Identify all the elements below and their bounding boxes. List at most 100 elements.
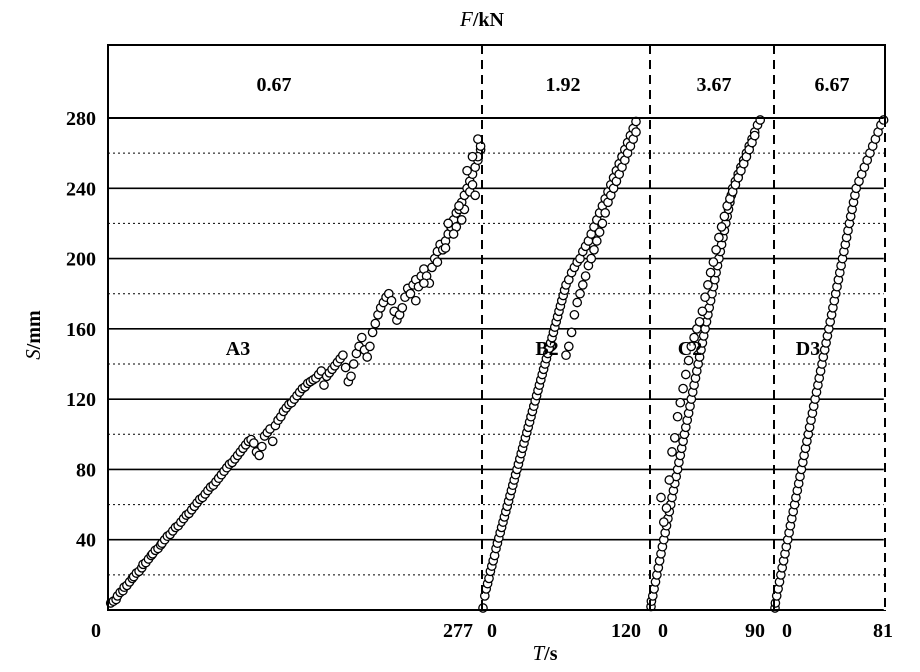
data-point-c2 xyxy=(661,503,672,513)
data-point-a3 xyxy=(454,201,464,211)
x-axis-title: T/s xyxy=(532,641,557,665)
data-point-a3 xyxy=(419,278,429,289)
data-point-a3 xyxy=(362,352,373,362)
data-point-a3 xyxy=(456,215,467,225)
data-point-a3 xyxy=(257,441,267,452)
data-point-c2 xyxy=(664,475,675,485)
data-point-c2 xyxy=(675,397,686,408)
data-point-c2 xyxy=(658,517,669,527)
data-point-a3 xyxy=(467,151,478,162)
data-point-c2 xyxy=(683,355,694,366)
data-point-c2 xyxy=(672,411,683,422)
labels: 40 80 120 160 200 240 280 0.67 A3 1.92 B2 3.67 C2 6.6… xyxy=(66,74,893,642)
data-point-c2 xyxy=(697,306,708,317)
force-value: 6.67 xyxy=(815,74,850,96)
series-label: C2 xyxy=(678,338,702,360)
data-point-c2 xyxy=(678,383,688,394)
data-point-c2 xyxy=(686,341,697,352)
data-point-c2 xyxy=(711,244,721,255)
data-point-c2 xyxy=(719,211,730,222)
data-point-c2 xyxy=(749,130,760,141)
series-label: A3 xyxy=(226,338,250,360)
y-tick-label: 240 xyxy=(66,178,96,200)
data-point-b2 xyxy=(586,253,597,264)
y-axis-title: S/mm xyxy=(21,310,45,360)
data-point-a3 xyxy=(386,295,397,306)
data-point-a3 xyxy=(346,371,356,382)
top-axis-title: F/kN xyxy=(459,7,505,31)
data-point-c2 xyxy=(656,492,666,503)
data-point-a3 xyxy=(440,243,451,253)
series-label: D3 xyxy=(796,338,820,360)
y-tick-label: 120 xyxy=(66,389,96,411)
data-point-b2 xyxy=(575,288,585,299)
y-tick-label: 80 xyxy=(76,459,96,481)
data-point-b2 xyxy=(580,271,591,281)
force-value: 0.67 xyxy=(257,74,292,96)
data-point-a3 xyxy=(365,341,375,352)
data-point-c2 xyxy=(700,292,710,303)
plot-frame xyxy=(107,44,887,611)
data-point-c2 xyxy=(689,332,699,343)
data-point-c2 xyxy=(667,447,677,457)
data-point-a3 xyxy=(473,134,483,144)
data-point-a3 xyxy=(410,295,421,306)
data-point-c2 xyxy=(703,280,713,290)
data-point-a3 xyxy=(367,327,378,338)
data-point-c2 xyxy=(680,369,691,380)
x-tick-label: 277 xyxy=(443,620,473,642)
data-point-b2 xyxy=(569,309,580,320)
data-point-b2 xyxy=(577,280,588,290)
data-point-c2 xyxy=(669,432,680,443)
data-point-b2 xyxy=(566,327,577,338)
data-point-a3 xyxy=(348,359,359,369)
data-point-c2 xyxy=(694,316,705,327)
y-tick-label: 40 xyxy=(76,530,96,552)
data-point-b2 xyxy=(589,244,599,255)
x-tick-label: 0 xyxy=(782,620,792,642)
y-tick-label: 160 xyxy=(66,319,96,341)
x-tick-label: 90 xyxy=(745,620,765,642)
data-point-b2 xyxy=(572,297,583,308)
data-point-a3 xyxy=(338,350,348,361)
data-point-b2 xyxy=(594,227,605,238)
data-point-b2 xyxy=(591,236,602,246)
data-point-a3 xyxy=(319,380,329,390)
data-point-a3 xyxy=(340,362,351,373)
data-point-a3 xyxy=(448,229,459,239)
data-point-b2 xyxy=(561,350,571,361)
gridlines xyxy=(108,117,885,576)
x-tick-label: 0 xyxy=(658,620,668,642)
data-point-a3 xyxy=(397,302,408,313)
data-point-b2 xyxy=(563,341,574,352)
data-point-a3 xyxy=(356,332,367,343)
data-point-a3 xyxy=(467,179,478,190)
x-tick-label: 0 xyxy=(487,620,497,642)
data-point-a3 xyxy=(470,190,481,201)
y-tick-label: 200 xyxy=(66,249,96,271)
series-label: B2 xyxy=(535,338,558,360)
data-point-a3 xyxy=(443,218,454,229)
data-point-a3 xyxy=(462,165,472,176)
data-point-b2 xyxy=(597,218,608,229)
data-point-c2 xyxy=(708,257,719,267)
outer-frame xyxy=(107,44,886,611)
data-point-a3 xyxy=(432,257,443,267)
y-tick-label: 280 xyxy=(66,108,96,130)
data-point-a3 xyxy=(405,288,416,299)
data-point-c2 xyxy=(714,232,724,243)
x-tick-label: 81 xyxy=(873,620,893,642)
data-points xyxy=(105,115,889,613)
data-point-b2 xyxy=(631,127,641,137)
x-tick-label: 120 xyxy=(611,620,641,642)
force-value: 3.67 xyxy=(697,74,732,96)
force-value: 1.92 xyxy=(546,74,581,96)
data-point-a3 xyxy=(254,450,265,461)
data-point-a3 xyxy=(267,436,278,447)
data-point-c2 xyxy=(716,222,727,232)
data-point-a3 xyxy=(370,318,381,329)
data-point-b2 xyxy=(600,208,611,218)
x-tick-label: 0 xyxy=(91,620,101,642)
